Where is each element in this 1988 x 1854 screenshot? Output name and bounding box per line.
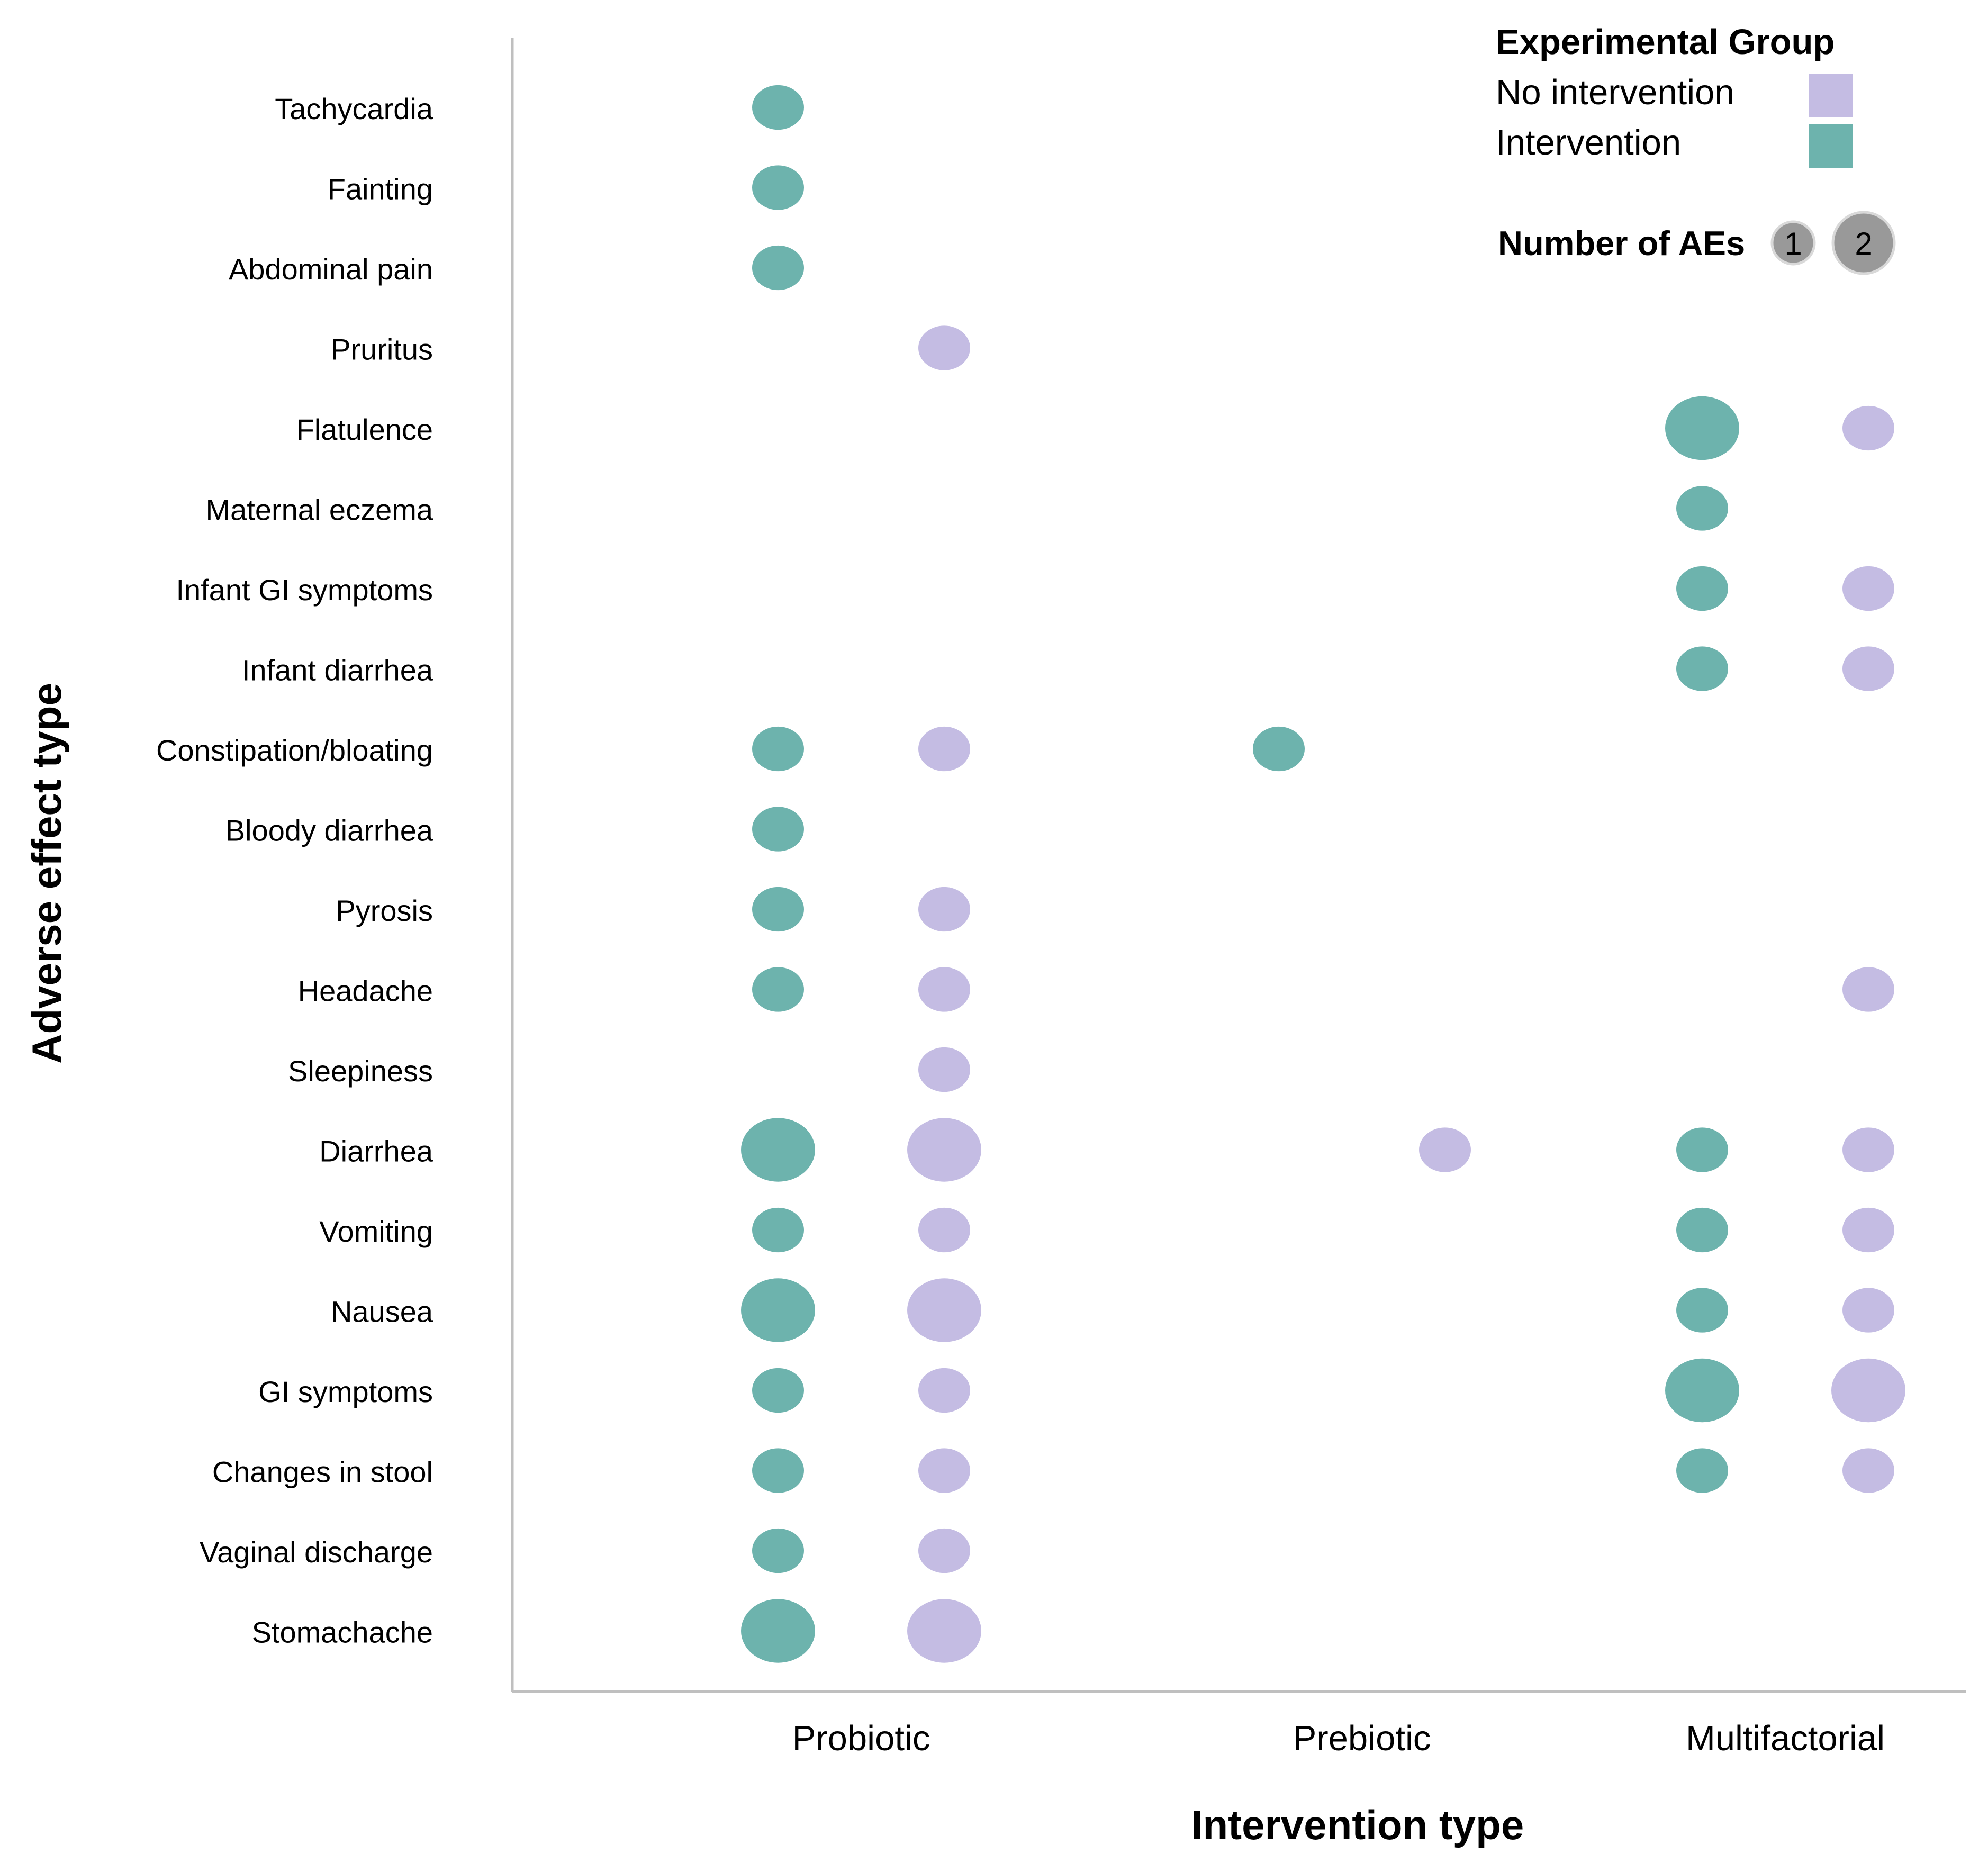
bubble-intervention-multifactorial-flatulence	[1665, 396, 1739, 460]
bubble-no-intervention-probiotic-pruritus	[918, 325, 970, 370]
x-axis-title: Intervention type	[1191, 1802, 1524, 1848]
legend-title: Experimental Group	[1496, 22, 1835, 62]
bubble-no-intervention-probiotic-nausea	[907, 1278, 981, 1342]
y-tick-constipation-bloating: Constipation/bloating	[156, 734, 433, 767]
size-legend-bubble-2	[1831, 211, 1896, 275]
bubbles	[741, 85, 1905, 1663]
bubble-no-intervention-multifactorial-nausea	[1842, 1288, 1894, 1333]
legend-swatch-intervention	[1809, 124, 1853, 168]
bubble-intervention-multifactorial-infant-diarrhea	[1676, 646, 1728, 691]
bubble-no-intervention-multifactorial-gi-symptoms	[1831, 1358, 1905, 1423]
bubble-no-intervention-multifactorial-flatulence	[1842, 405, 1894, 451]
bubble-no-intervention-multifactorial-diarrhea	[1842, 1127, 1894, 1172]
bubble-no-intervention-probiotic-stomachache	[907, 1599, 981, 1663]
bubble-no-intervention-probiotic-vomiting	[918, 1207, 970, 1253]
size-legend-label-2: 2	[1855, 226, 1872, 261]
bubble-intervention-probiotic-vaginal-discharge	[752, 1528, 804, 1573]
bubble-no-intervention-multifactorial-vomiting	[1842, 1207, 1894, 1253]
y-tick-pruritus: Pruritus	[331, 333, 433, 366]
y-tick-nausea: Nausea	[331, 1295, 433, 1328]
y-tick-changes-in-stool: Changes in stool	[212, 1455, 433, 1489]
y-tick-diarrhea: Diarrhea	[319, 1135, 433, 1168]
axes	[511, 38, 1966, 1693]
legend-swatch-no-intervention	[1809, 74, 1853, 117]
bubble-no-intervention-multifactorial-headache	[1842, 967, 1894, 1012]
y-tick-abdominal-pain: Abdominal pain	[229, 252, 433, 286]
bubble-intervention-multifactorial-nausea	[1676, 1288, 1728, 1333]
bubble-intervention-probiotic-gi-symptoms	[752, 1368, 804, 1413]
bubble-no-intervention-probiotic-constipation-bloating	[918, 726, 970, 772]
bubble-no-intervention-probiotic-gi-symptoms	[918, 1368, 970, 1413]
bubble-no-intervention-probiotic-headache	[918, 967, 970, 1012]
y-tick-headache: Headache	[298, 974, 433, 1008]
bubble-intervention-probiotic-fainting	[752, 165, 804, 210]
bubble-intervention-probiotic-tachycardia	[752, 85, 804, 130]
bubble-no-intervention-probiotic-changes-in-stool	[918, 1448, 970, 1493]
bubble-intervention-probiotic-bloody-diarrhea	[752, 807, 804, 852]
bubble-intervention-probiotic-abdominal-pain	[752, 245, 804, 291]
bubble-intervention-multifactorial-infant-gi-symptoms	[1676, 566, 1728, 611]
y-tick-flatulence: Flatulence	[296, 413, 433, 446]
bubble-intervention-probiotic-diarrhea	[741, 1118, 815, 1182]
y-tick-maternal-eczema: Maternal eczema	[205, 493, 433, 527]
y-tick-stomachache: Stomachache	[252, 1616, 433, 1649]
bubble-no-intervention-probiotic-sleepiness	[918, 1047, 970, 1092]
y-tick-labels: Tachycardia Fainting Abdominal pain Pruritu…	[156, 92, 433, 1649]
bubble-intervention-multifactorial-maternal-eczema	[1676, 486, 1728, 531]
y-tick-gi-symptoms: GI symptoms	[258, 1375, 433, 1408]
bubble-intervention-multifactorial-diarrhea	[1676, 1127, 1728, 1172]
y-tick-bloody-diarrhea: Bloody diarrhea	[225, 814, 433, 847]
bubble-intervention-probiotic-nausea	[741, 1278, 815, 1342]
size-legend-title: Number of AEs	[1498, 224, 1745, 263]
y-tick-vaginal-discharge: Vaginal discharge	[200, 1535, 433, 1569]
y-tick-tachycardia: Tachycardia	[275, 92, 433, 125]
bubble-no-intervention-probiotic-diarrhea	[907, 1118, 981, 1182]
y-tick-fainting: Fainting	[328, 173, 433, 206]
y-tick-infant-gi-symptoms: Infant GI symptoms	[176, 573, 433, 607]
bubble-intervention-probiotic-headache	[752, 967, 804, 1012]
bubble-intervention-probiotic-changes-in-stool	[752, 1448, 804, 1493]
bubble-no-intervention-multifactorial-infant-diarrhea	[1842, 646, 1894, 691]
x-tick-multifactorial: Multifactorial	[1686, 1719, 1885, 1758]
bubble-intervention-probiotic-constipation-bloating	[752, 726, 804, 772]
size-legend-label-1: 1	[1784, 226, 1802, 261]
y-tick-sleepiness: Sleepiness	[288, 1054, 433, 1088]
legend-label-intervention: Intervention	[1496, 123, 1681, 162]
y-tick-vomiting: Vomiting	[319, 1215, 433, 1248]
bubble-intervention-prebiotic-constipation-bloating	[1253, 726, 1305, 772]
bubble-intervention-multifactorial-gi-symptoms	[1665, 1358, 1739, 1423]
legend: Experimental Group No intervention Interv…	[1496, 22, 1896, 275]
legend-entries: No intervention Intervention	[1496, 73, 1853, 168]
x-tick-probiotic: Probiotic	[792, 1719, 930, 1758]
bubble-no-intervention-probiotic-pyrosis	[918, 887, 970, 932]
bubble-intervention-multifactorial-changes-in-stool	[1676, 1448, 1728, 1493]
bubble-no-intervention-multifactorial-infant-gi-symptoms	[1842, 566, 1894, 611]
x-tick-labels: Probiotic Prebiotic Multifactorial	[792, 1719, 1885, 1758]
bubble-intervention-probiotic-pyrosis	[752, 887, 804, 932]
size-legend-bubble-1	[1770, 220, 1816, 266]
bubble-no-intervention-multifactorial-changes-in-stool	[1842, 1448, 1894, 1493]
bubble-no-intervention-prebiotic-diarrhea	[1419, 1127, 1471, 1172]
legend-label-no-intervention: No intervention	[1496, 73, 1734, 112]
y-tick-pyrosis: Pyrosis	[336, 894, 433, 927]
bubble-intervention-probiotic-stomachache	[741, 1599, 815, 1663]
bubble-no-intervention-probiotic-vaginal-discharge	[918, 1528, 970, 1573]
y-axis-title: Adverse effect type	[23, 683, 70, 1064]
y-tick-infant-diarrhea: Infant diarrhea	[242, 654, 433, 687]
bubble-intervention-probiotic-vomiting	[752, 1207, 804, 1253]
bubble-intervention-multifactorial-vomiting	[1676, 1207, 1728, 1253]
x-tick-prebiotic: Prebiotic	[1293, 1719, 1431, 1758]
